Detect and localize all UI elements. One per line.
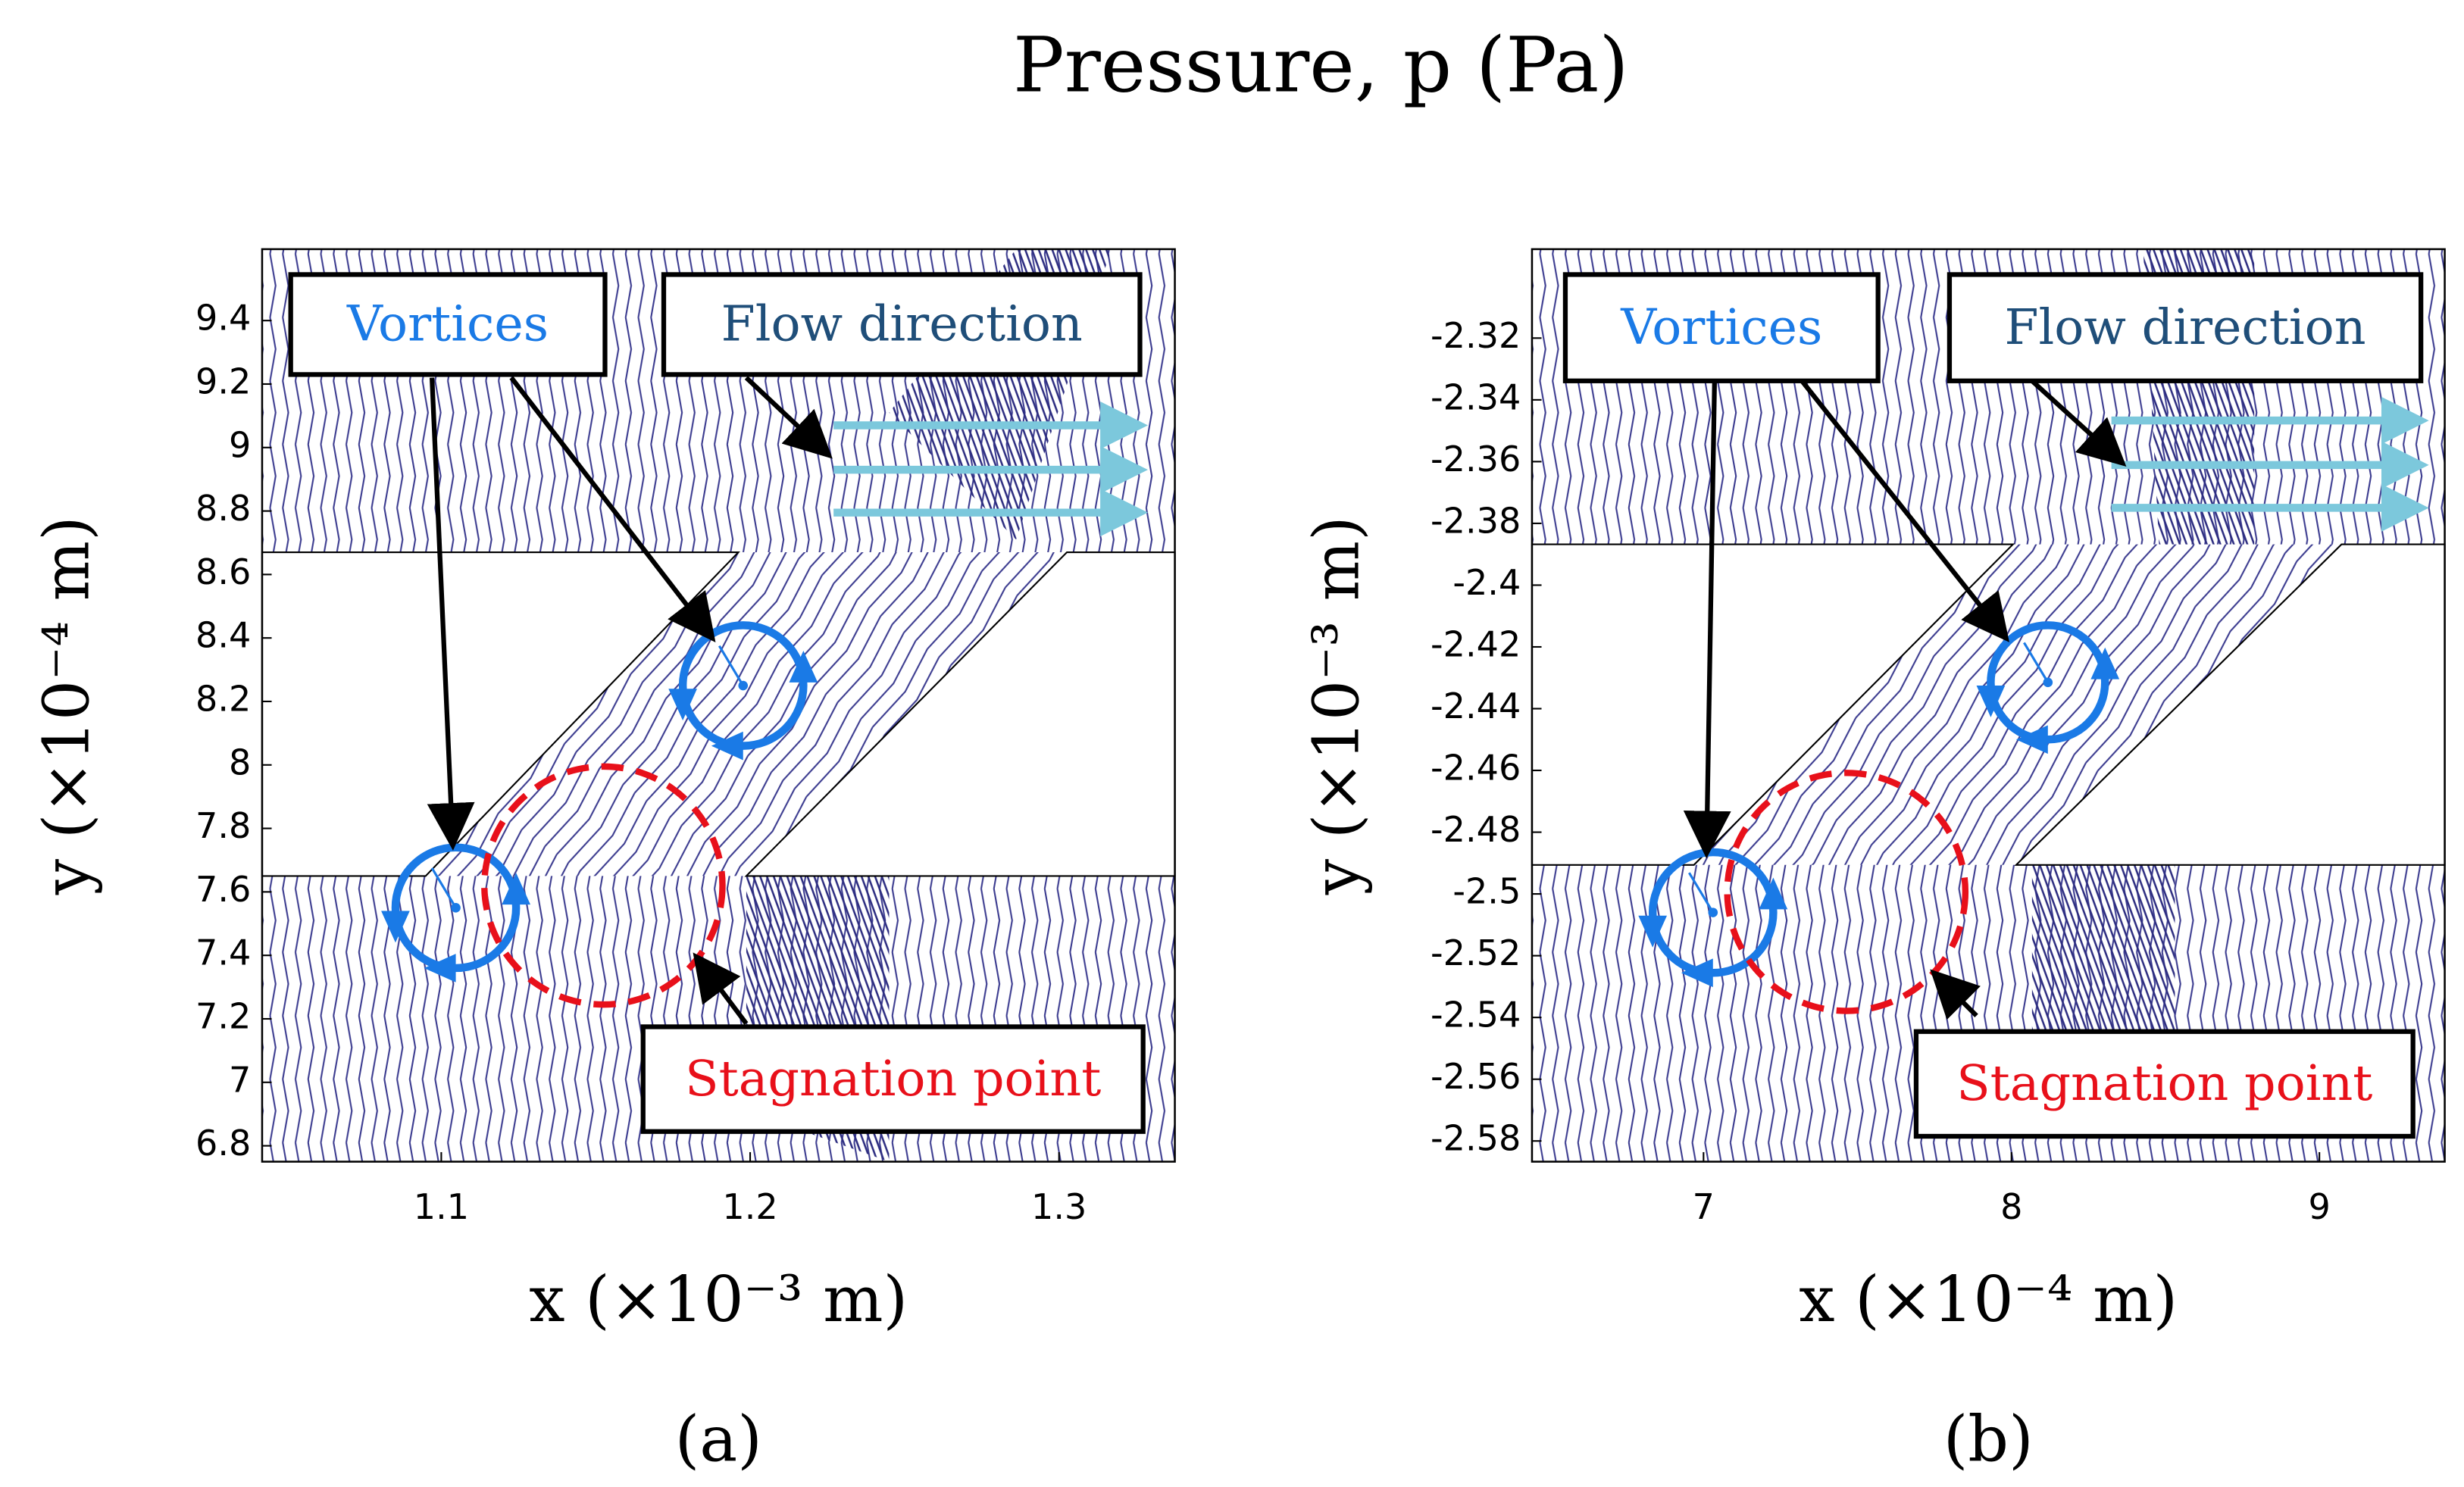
annotation-text: Stagnation point [685, 1051, 1101, 1107]
figure-title: Pressure, p (Pa) [1013, 20, 1629, 109]
pointer-arrow [1800, 379, 2009, 642]
y-tick-label: 7.4 [195, 932, 251, 973]
y-tick-label: -2.44 [1431, 686, 1521, 726]
vortex-radius [718, 645, 745, 686]
vortex-arrowhead [502, 873, 531, 905]
vortex-arrowhead [381, 911, 410, 943]
y-tick-label: 8 [229, 742, 251, 783]
y-tick-label: -2.54 [1431, 995, 1521, 1036]
y-tick-label: 8.2 [195, 678, 251, 719]
y-tick-label: -2.52 [1431, 932, 1521, 973]
vortex-arrowhead [1976, 686, 2006, 717]
pointer-arrow [427, 377, 475, 851]
y-tick-label: -2.5 [1452, 871, 1521, 912]
vortex-arrowhead [711, 731, 743, 761]
y-tick-label: 8.6 [195, 551, 251, 592]
annotation-box [288, 272, 608, 377]
plot-frame [1531, 248, 2446, 1163]
vortex-arrowhead [789, 650, 818, 683]
vortex-arrowhead [1638, 915, 1668, 948]
vortex-arrowhead [1681, 958, 1713, 988]
vortex-radius [1688, 872, 1715, 914]
vortex-arrowhead [2090, 647, 2120, 679]
contour-field [1693, 544, 2342, 865]
vortex-arrowhead [668, 689, 697, 721]
annotation-box [1946, 272, 2424, 383]
vortex-arrowhead [424, 954, 456, 982]
x-tick-label: 8 [2000, 1186, 2022, 1227]
y-tick-label: -2.4 [1452, 562, 1521, 603]
vortex-arrowhead [1759, 877, 1788, 910]
annotation-text: Vortices [346, 296, 549, 353]
x-tick-label: 1.2 [722, 1186, 777, 1227]
annotation-box [640, 1024, 1146, 1134]
plot-frame [261, 248, 1176, 1163]
y-axis-label: y (×10⁻⁴ m) [30, 516, 104, 895]
y-tick-label: -2.36 [1431, 439, 1521, 480]
panel-label: (a) [675, 1401, 762, 1476]
y-tick-label: 8.4 [195, 615, 251, 656]
pointer-arrow [2030, 379, 2127, 467]
y-tick-label: 6.8 [195, 1123, 251, 1164]
annotation-text: Flow direction [721, 296, 1083, 353]
vortex-radius [430, 867, 457, 909]
y-tick-label: 7.2 [195, 995, 251, 1036]
y-axis-label: y (×10⁻³ m) [1299, 516, 1374, 895]
annotation-text: Flow direction [2004, 299, 2366, 356]
y-tick-label: 9.2 [195, 361, 251, 401]
annotation-box [1562, 272, 1881, 383]
y-tick-label: -2.58 [1431, 1118, 1521, 1159]
x-tick-label: 7 [1693, 1186, 1715, 1227]
y-tick-label: 8.8 [195, 488, 251, 529]
pointer-arrow [509, 376, 716, 642]
pointer-arrow [1683, 380, 1731, 859]
stagnation-zone [481, 763, 726, 1008]
x-axis-label: x (×10⁻⁴ m) [1799, 1262, 2178, 1336]
pointer-arrow [1930, 969, 1981, 1020]
x-tick-label: 1.3 [1031, 1186, 1087, 1227]
stagnation-zone [1724, 770, 1969, 1014]
x-axis-label: x (×10⁻³ m) [529, 1262, 908, 1336]
panel-label: (b) [1943, 1401, 2034, 1476]
pointer-arrow [693, 952, 749, 1026]
y-tick-label: -2.48 [1431, 809, 1521, 850]
vortex-radius [2023, 642, 2050, 683]
pointer-arrow [744, 376, 833, 459]
y-tick-label: 9.4 [195, 298, 251, 339]
vortex-arrowhead [2015, 725, 2048, 754]
x-tick-label: 1.1 [414, 1186, 469, 1227]
y-tick-label: -2.56 [1431, 1056, 1521, 1097]
y-tick-label: -2.46 [1431, 748, 1521, 789]
annotation-box [661, 272, 1143, 377]
y-tick-label: -2.38 [1431, 500, 1521, 541]
y-tick-label: 7.8 [195, 805, 251, 846]
y-tick-label: -2.32 [1431, 315, 1521, 356]
annotation-text: Vortices [1620, 299, 1822, 356]
y-tick-label: 7 [229, 1059, 251, 1100]
annotation-text: Stagnation point [1956, 1055, 2372, 1112]
y-tick-label: -2.34 [1431, 376, 1521, 417]
x-tick-label: 9 [2308, 1186, 2330, 1227]
y-tick-label: 9 [229, 424, 251, 465]
y-tick-label: 7.6 [195, 869, 251, 910]
y-tick-label: -2.42 [1431, 623, 1521, 664]
contour-field [425, 552, 1068, 876]
annotation-box [1913, 1029, 2416, 1139]
